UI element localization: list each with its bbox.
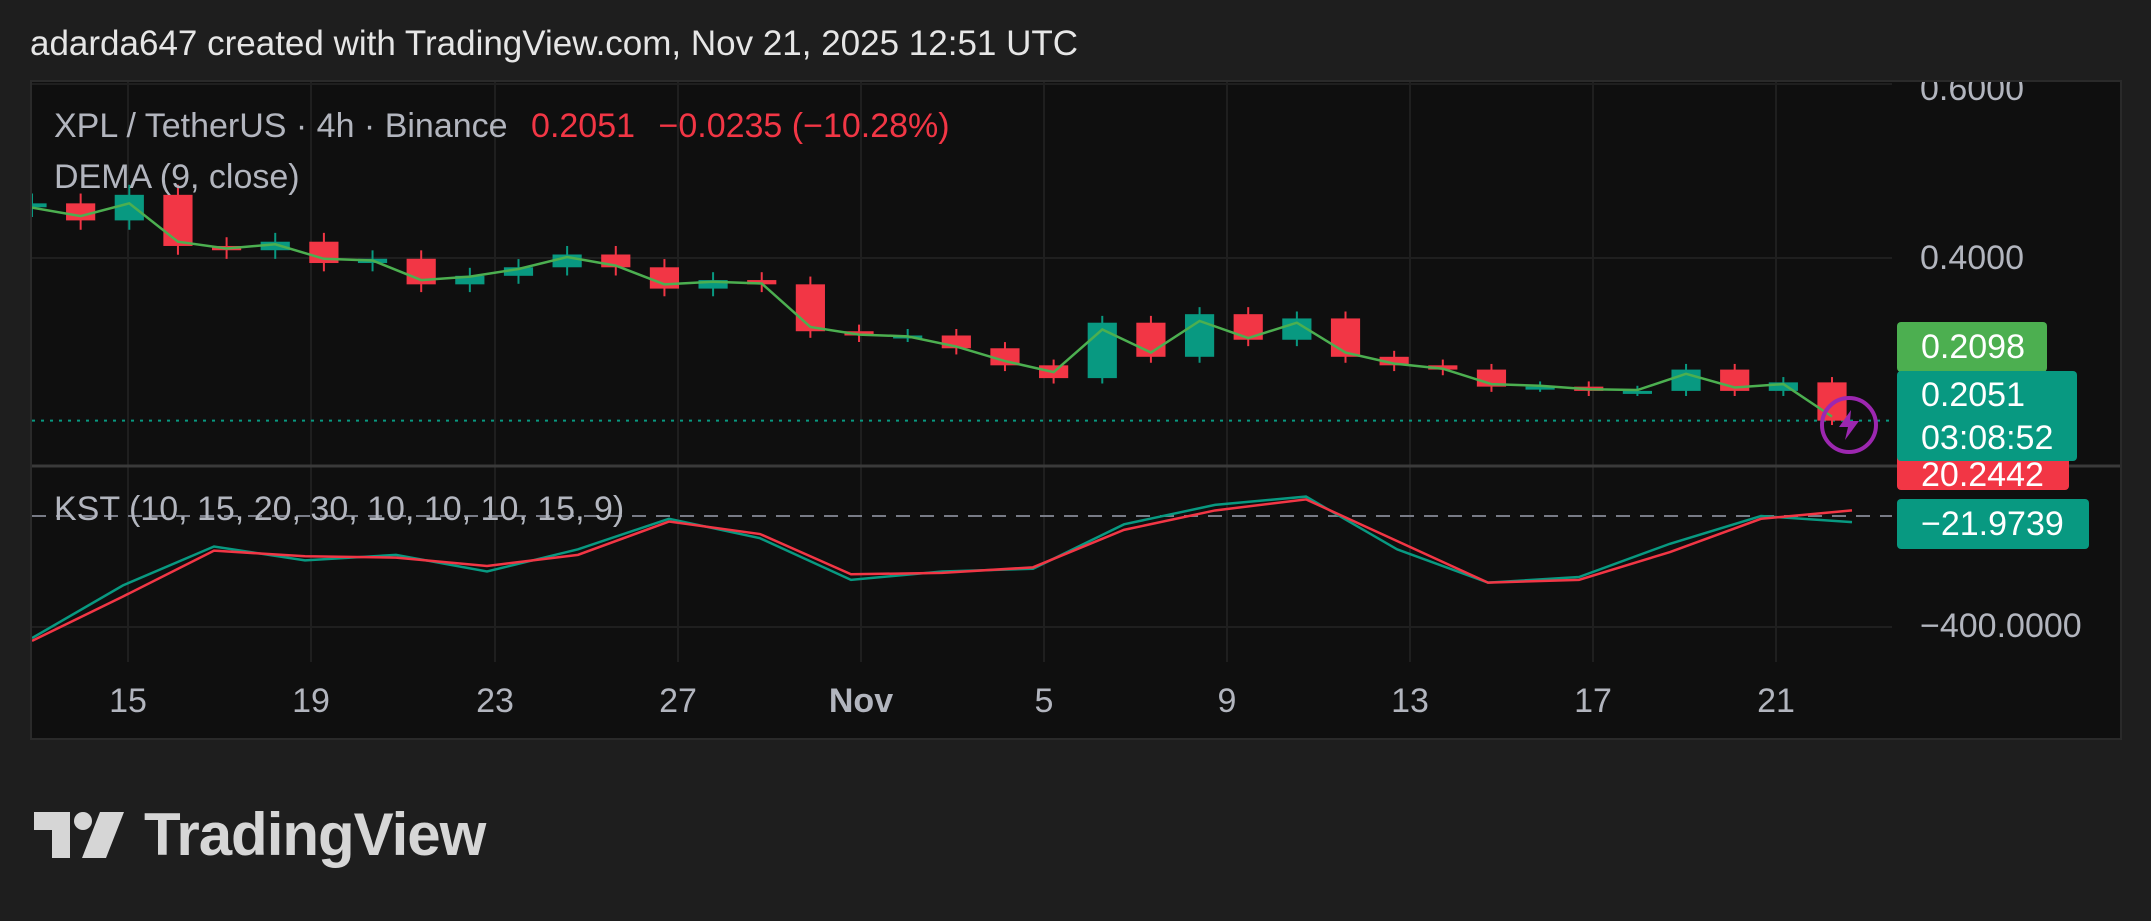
- time-tick-label: 17: [1574, 682, 1612, 720]
- time-tick-label: 9: [1217, 682, 1237, 720]
- last-price-value: 0.2051: [531, 107, 636, 145]
- time-tick-label: 21: [1757, 682, 1795, 720]
- chart-canvas[interactable]: [32, 82, 2122, 740]
- kst-legend[interactable]: KST (10, 15, 20, 30, 10, 10, 10, 15, 9): [54, 490, 625, 528]
- attribution-text: adarda647 created with TradingView.com, …: [30, 24, 1079, 63]
- dema-line: [32, 201, 1833, 418]
- candle-body: [844, 331, 874, 336]
- bar-countdown: 03:08:52: [1921, 419, 2054, 457]
- time-tick-label: 13: [1391, 682, 1429, 720]
- time-tick-label: 15: [109, 682, 147, 720]
- time-tick-label: 19: [292, 682, 330, 720]
- tradingview-wordmark: TradingView: [144, 801, 486, 868]
- candle-body: [747, 280, 777, 285]
- candle-body: [503, 267, 534, 276]
- time-tick-label: 23: [476, 682, 514, 720]
- dema-price-tag: 0.2098: [1897, 322, 2047, 372]
- candle-body: [114, 194, 144, 221]
- candle-body: [1428, 365, 1458, 370]
- chart-area[interactable]: XPL / TetherUS · 4h · Binance 0.2051 −0.…: [30, 80, 2122, 740]
- candle-body: [1087, 322, 1117, 379]
- dema-legend[interactable]: DEMA (9, close): [54, 158, 300, 196]
- candle-body: [163, 194, 193, 246]
- time-tick-label: 5: [1034, 682, 1054, 720]
- price-tick-label: 0.6000: [1920, 80, 2024, 108]
- time-tick-label: Nov: [828, 682, 894, 720]
- time-tick-label: 27: [659, 682, 697, 720]
- last-price-tag: 0.2051 03:08:52: [1897, 371, 2077, 461]
- candle-body: [795, 284, 825, 332]
- kst-value-tag: −21.9739: [1897, 499, 2089, 549]
- candle-body: [66, 203, 96, 221]
- candle-body: [698, 280, 728, 289]
- last-price-tag-value: 0.2051: [1921, 376, 2025, 414]
- candle-body: [1525, 386, 1555, 390]
- candle-body: [32, 203, 47, 208]
- candle-body: [455, 275, 485, 285]
- kst-line: [32, 495, 1853, 640]
- symbol-legend: XPL / TetherUS · 4h · Binance 0.2051 −0.…: [54, 107, 950, 146]
- price-change-value: −0.0235 (−10.28%): [658, 107, 950, 145]
- candle-body: [1622, 390, 1652, 394]
- tradingview-logo-icon: [34, 811, 124, 858]
- lightning-icon: [1839, 410, 1859, 440]
- candle-body: [260, 241, 290, 251]
- candle-body: [990, 348, 1020, 366]
- symbol-title: XPL / TetherUS · 4h · Binance: [54, 107, 508, 145]
- candle-body: [1379, 356, 1409, 366]
- price-tick-label: 0.4000: [1920, 239, 2024, 277]
- candle-body: [1330, 318, 1361, 357]
- kst-signal-line: [32, 498, 1853, 642]
- kst-tick-label: −400.0000: [1920, 607, 2082, 645]
- alert-lightning-button[interactable]: [1820, 396, 1878, 454]
- tradingview-logo[interactable]: TradingView: [34, 800, 486, 869]
- candle-body: [1768, 382, 1798, 391]
